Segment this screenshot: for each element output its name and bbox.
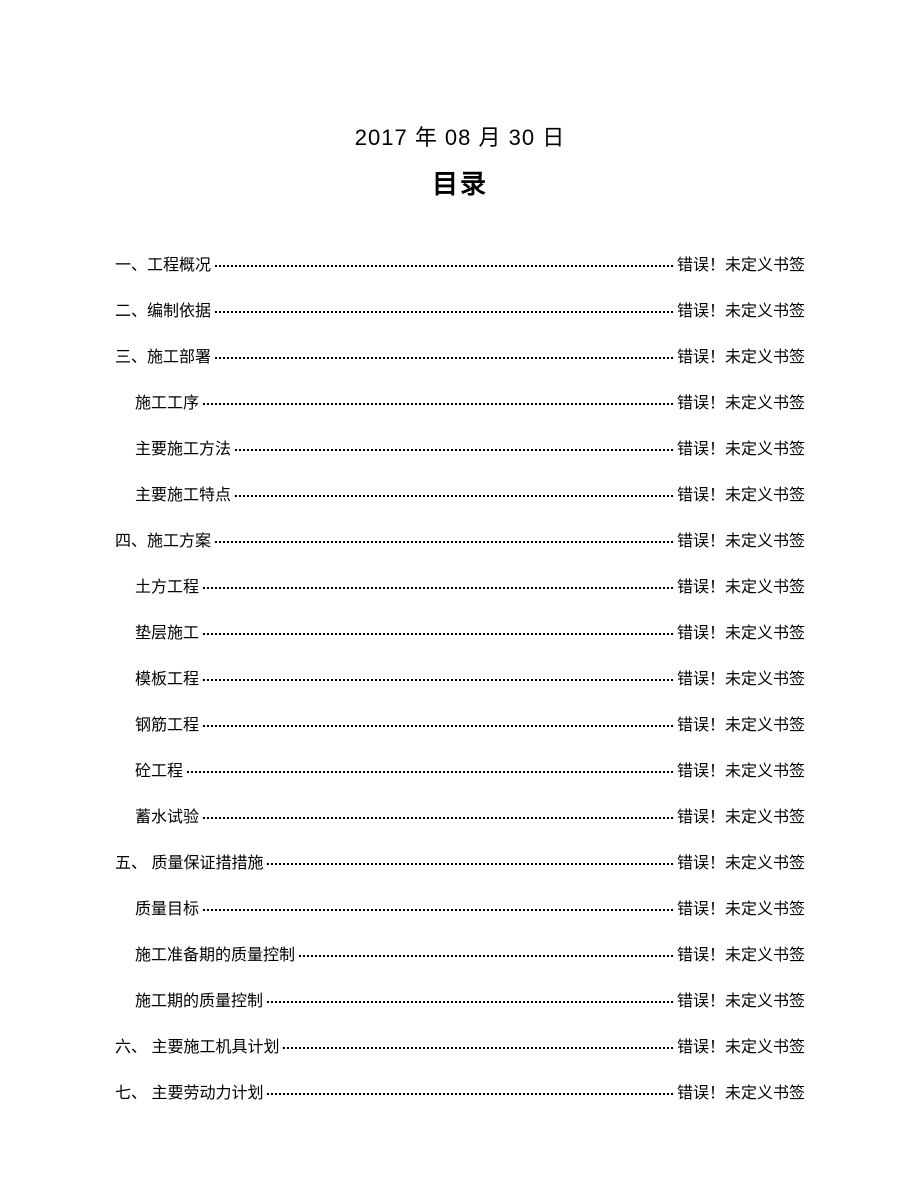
toc-item: 施工期的质量控制 错误！未定义书签: [115, 987, 805, 1011]
toc-label: 一、工程概况: [115, 251, 211, 275]
toc-item: 四、施工方案 错误！未定义书签: [115, 527, 805, 551]
toc-item: 三、施工部署 错误！未定义书签: [115, 343, 805, 367]
toc-leader: [235, 495, 673, 497]
toc-leader: [299, 955, 673, 957]
toc-leader: [203, 587, 673, 589]
toc-page-ref: 错误！未定义书签: [677, 1033, 805, 1057]
toc-page-ref: 错误！未定义书签: [677, 573, 805, 597]
toc-item: 五、 质量保证措措施 错误！未定义书签: [115, 849, 805, 873]
toc-item: 主要施工方法 错误！未定义书签: [115, 435, 805, 459]
toc-leader: [215, 265, 673, 267]
toc-leader: [235, 449, 673, 451]
toc-label: 模板工程: [135, 665, 199, 689]
toc-leader: [267, 1093, 673, 1095]
toc-item: 砼工程 错误！未定义书签: [115, 757, 805, 781]
toc-item: 模板工程 错误！未定义书签: [115, 665, 805, 689]
toc-item: 质量目标 错误！未定义书签: [115, 895, 805, 919]
toc-page-ref: 错误！未定义书签: [677, 619, 805, 643]
toc-label: 五、 质量保证措措施: [115, 849, 263, 873]
toc-label: 施工工序: [135, 389, 199, 413]
toc-item: 钢筋工程 错误！未定义书签: [115, 711, 805, 735]
toc-page-ref: 错误！未定义书签: [677, 1079, 805, 1103]
toc-label: 主要施工方法: [135, 435, 231, 459]
toc-page-ref: 错误！未定义书签: [677, 803, 805, 827]
document-date: 2017 年 08 月 30 日: [115, 120, 805, 152]
toc-item: 七、 主要劳动力计划 错误！未定义书签: [115, 1079, 805, 1103]
toc-page-ref: 错误！未定义书签: [677, 251, 805, 275]
toc-label: 钢筋工程: [135, 711, 199, 735]
toc-item: 一、工程概况 错误！未定义书签: [115, 251, 805, 275]
toc-page-ref: 错误！未定义书签: [677, 987, 805, 1011]
toc-label: 二、编制依据: [115, 297, 211, 321]
toc-item: 施工工序 错误！未定义书签: [115, 389, 805, 413]
toc-leader: [203, 403, 673, 405]
toc-label: 蓄水试验: [135, 803, 199, 827]
table-of-contents: 一、工程概况错误！未定义书签二、编制依据错误！未定义书签三、施工部署错误！未定义…: [115, 251, 805, 1103]
toc-leader: [203, 633, 673, 635]
toc-label: 主要施工特点: [135, 481, 231, 505]
toc-item: 蓄水试验 错误！未定义书签: [115, 803, 805, 827]
toc-leader: [267, 1001, 673, 1003]
toc-leader: [203, 909, 673, 911]
toc-leader: [203, 817, 673, 819]
toc-label: 砼工程: [135, 757, 183, 781]
toc-page-ref: 错误！未定义书签: [677, 711, 805, 735]
toc-page-ref: 错误！未定义书签: [677, 435, 805, 459]
toc-label: 四、施工方案: [115, 527, 211, 551]
toc-page-ref: 错误！未定义书签: [677, 757, 805, 781]
toc-leader: [215, 541, 673, 543]
toc-page-ref: 错误！未定义书签: [677, 941, 805, 965]
toc-leader: [215, 311, 673, 313]
toc-item: 二、编制依据 错误！未定义书签: [115, 297, 805, 321]
toc-label: 施工期的质量控制: [135, 987, 263, 1011]
toc-page-ref: 错误！未定义书签: [677, 849, 805, 873]
toc-page-ref: 错误！未定义书签: [677, 481, 805, 505]
toc-label: 土方工程: [135, 573, 199, 597]
toc-item: 六、 主要施工机具计划 错误！未定义书签: [115, 1033, 805, 1057]
toc-page-ref: 错误！未定义书签: [677, 343, 805, 367]
toc-label: 六、 主要施工机具计划: [115, 1033, 279, 1057]
toc-leader: [215, 357, 673, 359]
toc-label: 垫层施工: [135, 619, 199, 643]
toc-leader: [267, 863, 673, 865]
toc-item: 主要施工特点 错误！未定义书签: [115, 481, 805, 505]
toc-label: 质量目标: [135, 895, 199, 919]
toc-label: 施工准备期的质量控制: [135, 941, 295, 965]
toc-page-ref: 错误！未定义书签: [677, 297, 805, 321]
toc-page-ref: 错误！未定义书签: [677, 895, 805, 919]
toc-item: 垫层施工 错误！未定义书签: [115, 619, 805, 643]
toc-page-ref: 错误！未定义书签: [677, 665, 805, 689]
toc-item: 土方工程 错误！未定义书签: [115, 573, 805, 597]
toc-page-ref: 错误！未定义书签: [677, 389, 805, 413]
document-title: 目录: [115, 164, 805, 201]
toc-leader: [203, 725, 673, 727]
toc-label: 七、 主要劳动力计划: [115, 1079, 263, 1103]
toc-page-ref: 错误！未定义书签: [677, 527, 805, 551]
toc-leader: [203, 679, 673, 681]
toc-item: 施工准备期的质量控制 错误！未定义书签: [115, 941, 805, 965]
toc-label: 三、施工部署: [115, 343, 211, 367]
toc-leader: [187, 771, 673, 773]
toc-leader: [283, 1047, 673, 1049]
document-header: 2017 年 08 月 30 日 目录: [115, 120, 805, 201]
